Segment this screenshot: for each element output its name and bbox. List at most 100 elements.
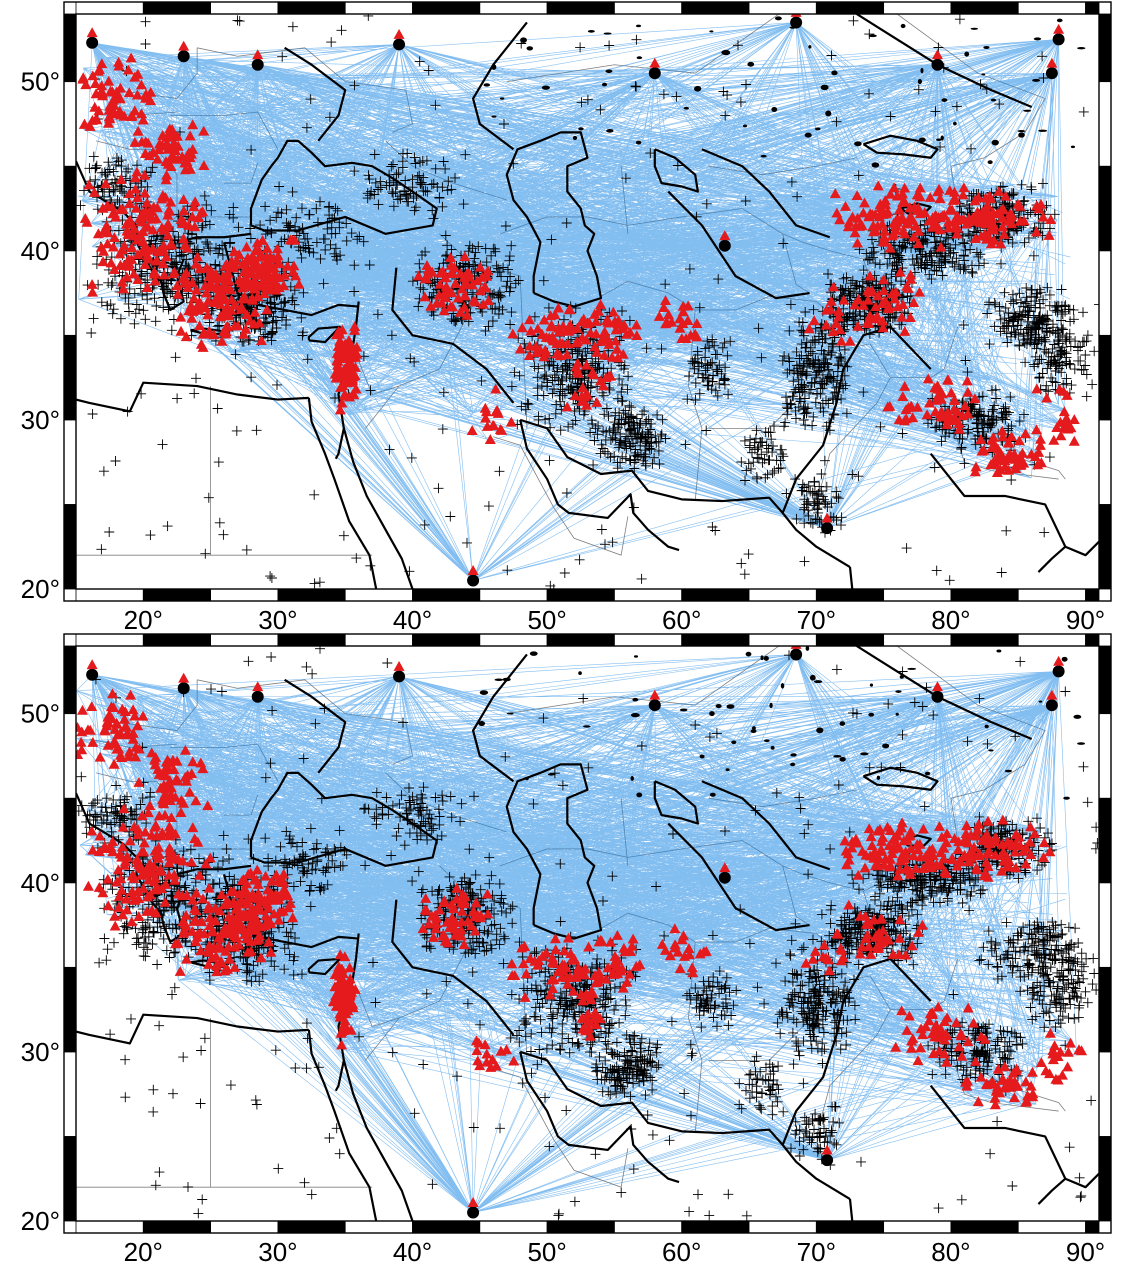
lake-shape bbox=[1004, 769, 1013, 773]
lake-shape bbox=[1070, 145, 1076, 149]
lon-tick-label: 50° bbox=[527, 1237, 566, 1267]
station-hub bbox=[86, 668, 99, 681]
lake-shape bbox=[636, 56, 643, 60]
lake-shape bbox=[839, 757, 846, 762]
station-hub bbox=[718, 239, 731, 252]
lake-shape bbox=[988, 749, 994, 752]
frame-segment-right bbox=[1098, 1051, 1112, 1137]
lake-shape bbox=[547, 773, 556, 776]
lake-shape bbox=[771, 106, 778, 113]
lake-shape bbox=[635, 140, 642, 145]
lake-shape bbox=[632, 697, 639, 702]
frame-segment-top bbox=[681, 633, 750, 647]
coastline bbox=[391, 899, 515, 1036]
lake-shape bbox=[760, 154, 767, 158]
coastline bbox=[307, 325, 341, 344]
frame-segment-right bbox=[1098, 645, 1112, 715]
frame-segment-top bbox=[210, 1, 279, 15]
frame-segment-top bbox=[883, 633, 952, 647]
frame-segment-top bbox=[412, 1, 481, 15]
lat-tick-label: 20° bbox=[21, 574, 60, 604]
frame-segment-bottom bbox=[748, 588, 817, 602]
coastline bbox=[519, 1050, 851, 1200]
lake-shape bbox=[882, 743, 890, 749]
lat-tick-label: 30° bbox=[21, 405, 60, 435]
station-triangles bbox=[77, 14, 1080, 575]
lake-shape bbox=[478, 721, 486, 727]
station-hub bbox=[718, 871, 731, 884]
station-hub bbox=[1052, 665, 1065, 678]
station-hub bbox=[393, 38, 406, 51]
station-hub bbox=[86, 36, 99, 49]
lake-shape bbox=[953, 121, 957, 126]
lake-shape bbox=[981, 73, 986, 76]
lake-shape bbox=[578, 671, 582, 675]
lake-shape bbox=[491, 64, 497, 70]
lake-shape bbox=[683, 106, 689, 110]
frame-segment-left bbox=[63, 1136, 77, 1222]
lake-shape bbox=[1018, 132, 1025, 138]
coastline bbox=[781, 957, 932, 1146]
lon-tick-label: 20° bbox=[124, 1237, 163, 1267]
lake-shape bbox=[630, 775, 634, 781]
lake-shape bbox=[742, 124, 748, 128]
frame-segment-top bbox=[815, 633, 885, 647]
coastline bbox=[519, 1051, 680, 1184]
station-hub bbox=[467, 1206, 480, 1219]
station-hub bbox=[1045, 67, 1058, 80]
station-hub bbox=[648, 67, 661, 80]
frame-segment-right bbox=[1098, 419, 1112, 505]
lake-shape bbox=[790, 762, 796, 767]
lake-shape bbox=[918, 137, 926, 143]
frame-segment-bottom bbox=[344, 1220, 413, 1234]
coastlines bbox=[76, 14, 1099, 589]
map-panel-bottom: 20° 30° 40° 50° 60° 70° 80° 90° 20° 30° 40° 50° bbox=[21, 633, 1112, 1267]
station-hub bbox=[931, 690, 944, 703]
frame-segment-left bbox=[63, 81, 77, 167]
map-outer-border bbox=[63, 633, 1112, 1234]
lake-shape bbox=[900, 23, 906, 29]
lake-shape bbox=[868, 34, 877, 38]
coastline bbox=[667, 190, 810, 300]
lake-shape bbox=[679, 708, 688, 712]
coastline bbox=[334, 428, 345, 460]
station-hub bbox=[1052, 33, 1065, 46]
lake-shape bbox=[876, 775, 881, 780]
lat-tick-label: 20° bbox=[21, 1206, 60, 1236]
map-frame bbox=[63, 1, 1112, 602]
frame-segment-top bbox=[883, 1, 952, 15]
coastline bbox=[653, 780, 699, 825]
coastline bbox=[862, 134, 939, 159]
coastline bbox=[848, 566, 854, 589]
frame-segment-top bbox=[815, 1, 885, 15]
station-hub bbox=[790, 16, 803, 29]
frame-segment-top bbox=[344, 1, 413, 15]
lake-shape bbox=[725, 768, 730, 772]
lon-tick-label: 60° bbox=[662, 605, 701, 635]
frame-segment-right bbox=[1098, 13, 1112, 83]
lake-shape bbox=[860, 752, 869, 756]
lon-tick-label: 40° bbox=[393, 1237, 432, 1267]
lake-shape bbox=[1077, 742, 1086, 745]
lake-shape bbox=[633, 655, 639, 658]
lake-shape bbox=[814, 127, 821, 131]
lake-shape bbox=[899, 675, 904, 679]
station-hub bbox=[1045, 699, 1058, 712]
lake-shape bbox=[907, 667, 917, 670]
coastline bbox=[667, 822, 810, 932]
frame-segment-top bbox=[277, 633, 346, 647]
station-hub bbox=[393, 670, 406, 683]
frame-segment-right bbox=[1098, 882, 1112, 968]
lake-shape bbox=[636, 792, 643, 798]
map-content bbox=[76, 14, 1099, 589]
coastline bbox=[1037, 540, 1099, 573]
lake-shape bbox=[895, 712, 899, 716]
frame-segment-bottom bbox=[210, 588, 279, 602]
frame-segment-bottom bbox=[614, 1220, 683, 1234]
lat-tick-label: 50° bbox=[21, 67, 60, 97]
lon-tick-label: 80° bbox=[931, 605, 970, 635]
lake-shape bbox=[572, 135, 578, 141]
coastline bbox=[848, 1198, 854, 1221]
frame-segment-bottom bbox=[142, 1220, 212, 1234]
station-hub bbox=[251, 690, 264, 703]
